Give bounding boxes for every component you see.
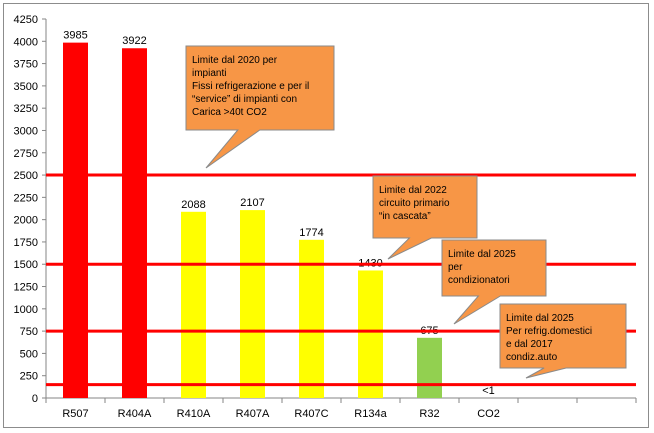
annotation-text: Limite dal 2022 circuito primario “in ca… xyxy=(379,185,450,222)
category-label: CO2 xyxy=(477,408,500,420)
annotation-text: Limite dal 2025 Per refrig.domestici e d… xyxy=(506,313,593,363)
category-label: R32 xyxy=(419,408,439,420)
bar xyxy=(122,48,147,399)
annotation-callout xyxy=(441,239,547,325)
y-tick-label: 1000 xyxy=(14,304,38,316)
y-tick-label: 0 xyxy=(32,393,38,405)
y-tick-label: 4000 xyxy=(14,36,38,48)
y-tick-label: 1750 xyxy=(14,237,38,249)
y-tick-label: 3250 xyxy=(14,103,38,115)
y-tick-label: 2250 xyxy=(14,192,38,204)
category-label: R507 xyxy=(62,408,88,420)
y-tick-label: 500 xyxy=(20,348,38,360)
bar xyxy=(358,270,383,398)
annotation-callout xyxy=(372,175,478,260)
y-tick-label: 2750 xyxy=(14,148,38,160)
y-tick-label: 750 xyxy=(20,326,38,338)
value-label: 2107 xyxy=(240,197,264,209)
category-label: R134a xyxy=(354,408,387,420)
y-tick-label: 2000 xyxy=(14,215,38,227)
annotation-text: Limite dal 2025 per condizionatori xyxy=(448,249,516,286)
value-label: 3985 xyxy=(63,30,87,42)
bar xyxy=(240,210,265,398)
bar xyxy=(63,42,88,398)
y-tick-label: 3750 xyxy=(14,59,38,71)
category-label: R407A xyxy=(236,408,270,420)
annotation-callout xyxy=(499,303,627,379)
bar xyxy=(299,239,324,398)
value-label: 1774 xyxy=(299,227,323,239)
y-tick-label: 2500 xyxy=(14,170,38,182)
y-tick-label: 1250 xyxy=(14,282,38,294)
value-label: 2088 xyxy=(181,199,205,211)
category-label: R407C xyxy=(294,408,328,420)
y-tick-label: 250 xyxy=(20,371,38,383)
category-label: R410A xyxy=(177,408,211,420)
value-label: 3922 xyxy=(122,35,146,47)
category-label: R404A xyxy=(118,408,152,420)
annotation-callout xyxy=(185,45,335,169)
y-tick-label: 3000 xyxy=(14,125,38,137)
bar xyxy=(417,337,442,398)
bar xyxy=(181,211,206,398)
y-tick-label: 4250 xyxy=(14,14,38,26)
value-label: <1 xyxy=(482,385,495,397)
y-tick-label: 3500 xyxy=(14,81,38,93)
y-tick-label: 1500 xyxy=(14,259,38,271)
annotation-text: Limite dal 2020 per impianti Fissi refri… xyxy=(192,55,310,118)
